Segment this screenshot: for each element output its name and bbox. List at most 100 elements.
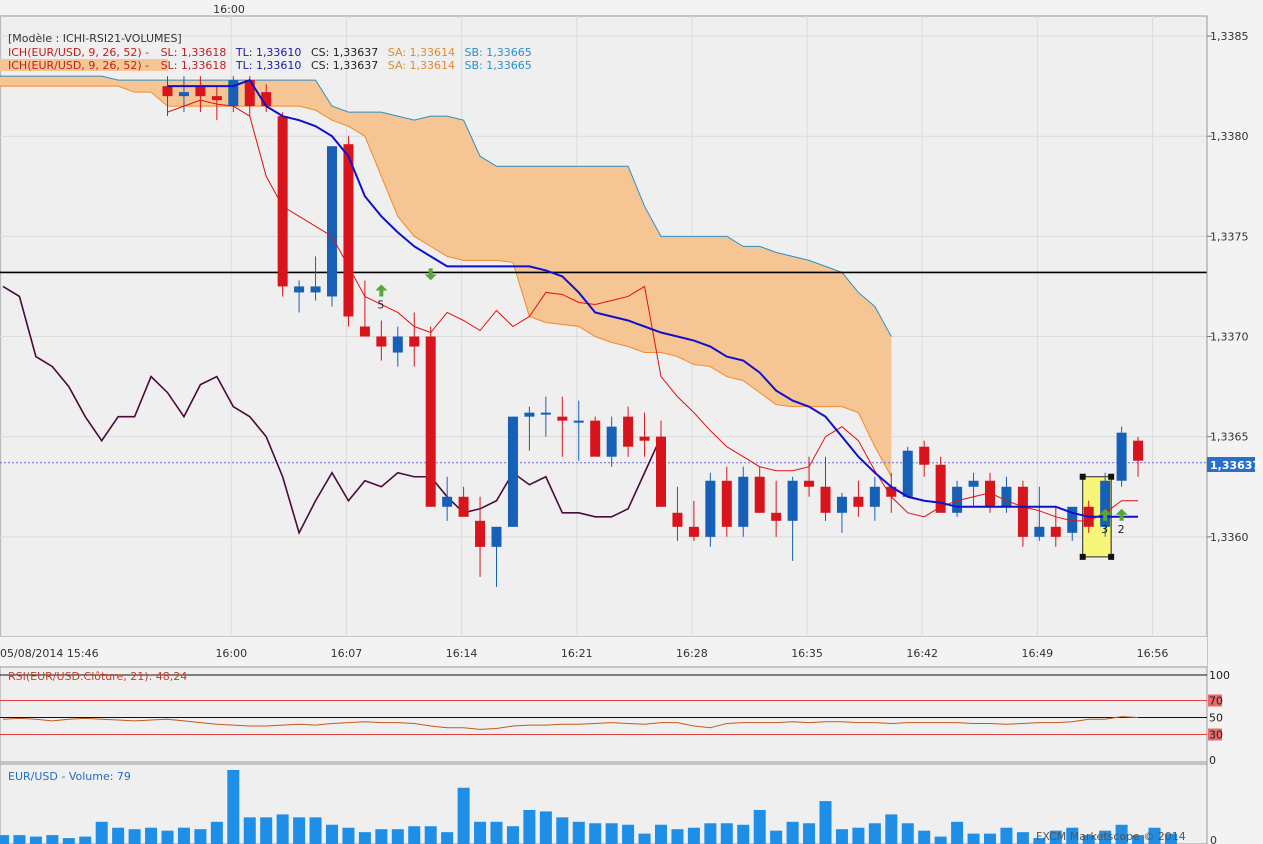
legend-row-1-sl: SL: 1,33618	[161, 46, 227, 59]
candle[interactable]	[1133, 436, 1144, 477]
candle[interactable]	[968, 472, 979, 507]
candle[interactable]	[804, 456, 815, 497]
candle[interactable]	[919, 440, 930, 477]
volume-bar	[309, 817, 322, 844]
candle[interactable]	[754, 466, 765, 513]
volume-bar	[408, 826, 421, 844]
volume-bar	[358, 832, 371, 844]
price-axis-labels: 1,3385 1,3380 1,3375 1,3370 1,3365 1,3360	[1207, 30, 1249, 544]
candle[interactable]	[475, 496, 486, 577]
candle[interactable]	[1050, 506, 1061, 547]
selection-handle[interactable]	[1079, 473, 1086, 480]
price-tick-label: 1,3360	[1210, 531, 1249, 544]
candle[interactable]	[359, 280, 370, 337]
candle[interactable]	[853, 480, 864, 517]
rsi-tick-label: 50	[1209, 712, 1223, 725]
candle[interactable]	[705, 472, 716, 547]
candle[interactable]	[1116, 426, 1127, 487]
signal-label: 5	[377, 298, 384, 311]
candle[interactable]	[1017, 480, 1028, 547]
buy-signal-arrow-icon[interactable]	[1099, 508, 1112, 521]
candle[interactable]	[623, 406, 634, 457]
selection-handle[interactable]	[1108, 553, 1115, 560]
candle[interactable]	[294, 280, 305, 313]
time-tick-label: 16:42	[906, 647, 938, 660]
candle[interactable]	[442, 476, 453, 521]
selection-handle[interactable]	[1079, 553, 1086, 560]
candle[interactable]	[327, 146, 337, 307]
candle-body	[919, 446, 930, 465]
candle[interactable]	[639, 412, 650, 457]
candle[interactable]	[211, 86, 222, 121]
candle-body	[787, 480, 798, 521]
candle[interactable]	[458, 486, 469, 517]
candle[interactable]	[672, 486, 683, 541]
buy-signal-arrow-icon[interactable]	[1115, 508, 1128, 521]
candle[interactable]	[195, 76, 206, 113]
candle[interactable]	[1034, 486, 1045, 541]
candle[interactable]	[606, 416, 617, 467]
candle[interactable]	[688, 500, 699, 541]
candle[interactable]	[310, 256, 321, 301]
volume-bar	[885, 814, 898, 844]
candle[interactable]	[836, 492, 847, 533]
candle[interactable]	[820, 456, 831, 521]
candle[interactable]	[869, 476, 880, 521]
buy-signal-arrow-icon[interactable]	[375, 284, 388, 297]
candle-body	[1050, 526, 1061, 537]
volume-bar	[622, 824, 635, 844]
candle[interactable]	[721, 466, 732, 537]
candle[interactable]	[162, 76, 173, 117]
candle[interactable]	[376, 320, 387, 361]
candle-body	[985, 480, 995, 507]
volume-bar	[95, 821, 108, 844]
candle[interactable]	[656, 420, 666, 507]
volume-bar	[671, 829, 684, 844]
candle[interactable]	[425, 326, 436, 507]
candle[interactable]	[524, 406, 535, 451]
candle[interactable]	[1067, 506, 1078, 541]
senkou-span-b	[0, 75, 892, 337]
volume-bar	[490, 821, 503, 844]
legend-row-2-prefix: ICH(EUR/USD, 9, 26, 52) -	[8, 59, 149, 72]
candle[interactable]	[244, 76, 255, 117]
candle[interactable]	[409, 312, 420, 367]
candle-body	[507, 416, 518, 527]
candle[interactable]	[392, 326, 403, 367]
candle[interactable]	[886, 472, 897, 513]
candle-body	[721, 480, 732, 527]
candle[interactable]	[787, 476, 798, 561]
candle-body	[968, 480, 979, 487]
candle[interactable]	[590, 416, 601, 457]
candle-body	[902, 450, 913, 497]
candle[interactable]	[557, 396, 568, 457]
candle[interactable]	[507, 416, 518, 527]
volume-bar	[243, 817, 256, 844]
volume-bar	[79, 836, 92, 844]
candle[interactable]	[902, 446, 913, 497]
volume-bar	[1099, 830, 1112, 844]
candle[interactable]	[343, 136, 354, 327]
candle[interactable]	[738, 466, 749, 537]
rsi-tick-badge	[1208, 694, 1222, 707]
sell-signal-arrow-icon[interactable]	[424, 268, 437, 281]
volume-bar	[901, 823, 914, 844]
candle[interactable]	[491, 526, 502, 587]
price-tick-label: 1,3365	[1210, 431, 1249, 444]
candle[interactable]	[277, 112, 288, 297]
candle[interactable]	[952, 480, 963, 517]
candles	[162, 76, 1144, 587]
candle-body	[623, 416, 634, 447]
legend-row-1-tl: TL: 1,33610	[235, 46, 302, 59]
rsi-line	[2, 716, 1139, 730]
candle[interactable]	[1100, 472, 1111, 537]
candle-body	[1017, 486, 1028, 537]
candle-body	[639, 436, 650, 441]
candle[interactable]	[540, 396, 551, 437]
selection-handle[interactable]	[1108, 473, 1115, 480]
candle-body	[1116, 432, 1127, 481]
candle-body	[869, 486, 880, 507]
candle[interactable]	[261, 84, 272, 113]
candle[interactable]	[771, 480, 782, 537]
candle[interactable]	[573, 400, 584, 461]
